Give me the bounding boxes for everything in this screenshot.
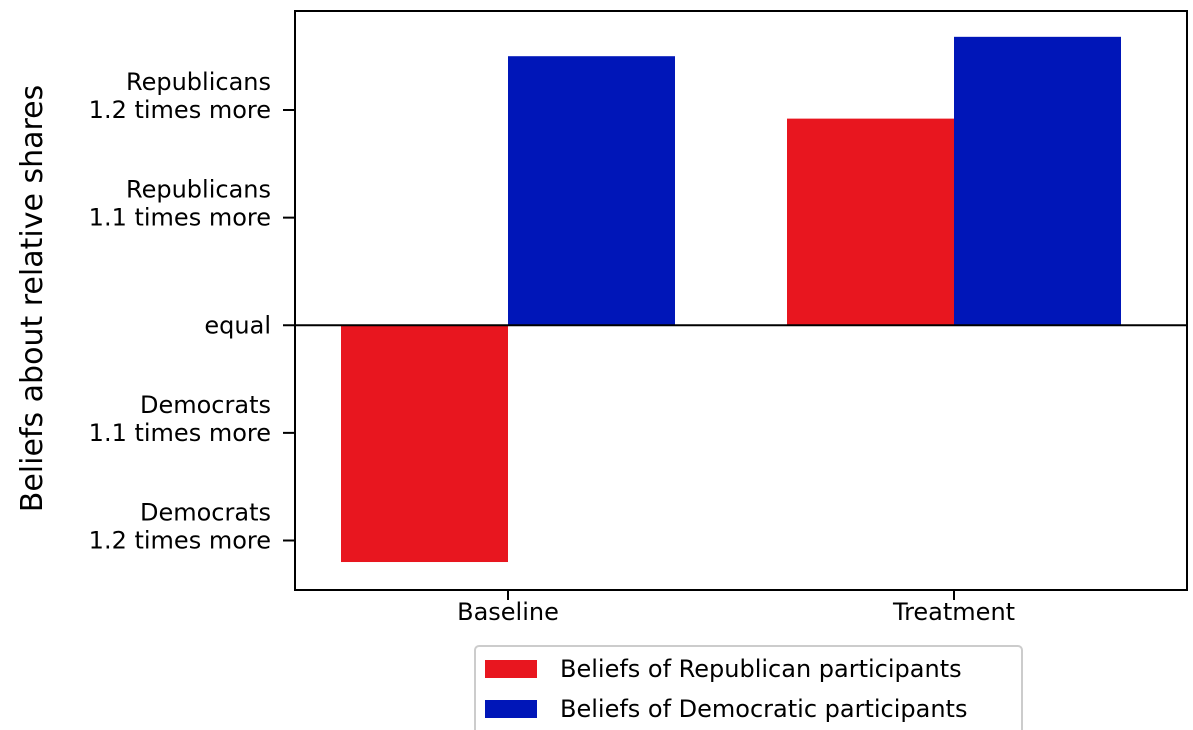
legend-label: Beliefs of Republican participants	[560, 655, 962, 683]
x-axis: Baseline Treatment	[457, 590, 1015, 626]
y-tick-label: Democrats	[140, 391, 271, 419]
y-tick-label: equal	[204, 311, 271, 339]
y-tick-label: Republicans	[126, 176, 271, 204]
legend-label: Beliefs of Democratic participants	[560, 695, 967, 723]
y-tick-label: Republicans	[126, 68, 271, 96]
y-tick-label: 1.1 times more	[89, 204, 271, 232]
bar-baseline-series-1	[341, 325, 508, 563]
bar-treatment-series-2	[954, 36, 1121, 326]
legend: Beliefs of Republican participants Belief…	[474, 645, 1023, 730]
bar-treatment-series-1	[787, 118, 954, 326]
plot-frame	[294, 10, 1188, 591]
legend-swatch	[485, 660, 537, 678]
legend-swatch	[485, 700, 537, 718]
y-tick-label: 1.2 times more	[89, 526, 271, 554]
y-tick-label: Democrats	[140, 498, 271, 526]
y-tick-label: 1.2 times more	[89, 96, 271, 124]
bar-baseline-series-2	[508, 56, 675, 326]
bars-layer	[341, 36, 1121, 563]
x-tick-label: Treatment	[892, 598, 1015, 626]
x-tick-label: Baseline	[457, 598, 559, 626]
y-tick-label: 1.1 times more	[89, 419, 271, 447]
y-axis-title: Beliefs about relative shares	[15, 85, 50, 512]
legend-box	[474, 645, 1023, 730]
